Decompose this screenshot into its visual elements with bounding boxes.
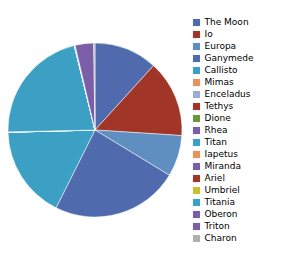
svg-text:Charon: Charon xyxy=(205,233,237,243)
svg-text:Callisto: Callisto xyxy=(205,65,239,75)
svg-text:Titan: Titan xyxy=(204,137,227,147)
svg-text:Europa: Europa xyxy=(205,41,237,51)
svg-text:Enceladus: Enceladus xyxy=(205,89,251,99)
svg-text:Io: Io xyxy=(205,29,214,39)
svg-text:Ganymede: Ganymede xyxy=(205,53,255,63)
svg-text:The Moon: The Moon xyxy=(204,17,249,27)
svg-text:Rhea: Rhea xyxy=(205,125,228,135)
svg-text:Iapetus: Iapetus xyxy=(205,149,239,159)
svg-text:Umbriel: Umbriel xyxy=(205,185,240,195)
svg-text:Tethys: Tethys xyxy=(204,101,234,111)
svg-text:Dione: Dione xyxy=(205,113,232,123)
svg-text:Titania: Titania xyxy=(204,197,236,207)
svg-text:Ariel: Ariel xyxy=(205,173,225,183)
svg-text:Oberon: Oberon xyxy=(205,209,238,219)
svg-text:Mimas: Mimas xyxy=(205,77,235,87)
svg-text:Miranda: Miranda xyxy=(205,161,241,171)
svg-text:Triton: Triton xyxy=(204,221,230,231)
